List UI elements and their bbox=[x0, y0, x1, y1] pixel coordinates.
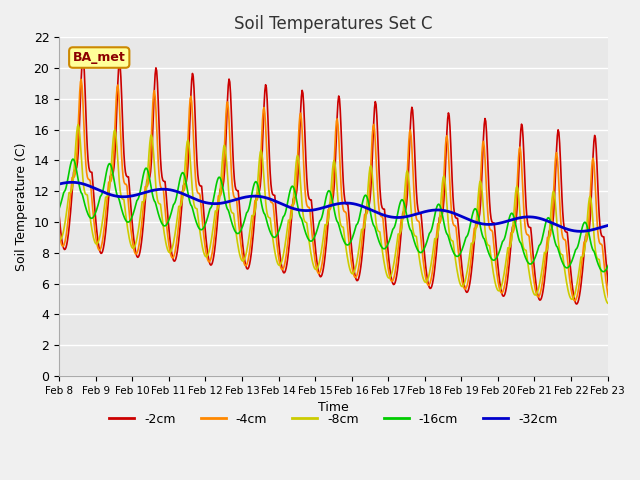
-8cm bbox=[600, 288, 607, 293]
-2cm bbox=[294, 179, 301, 184]
-16cm bbox=[69, 156, 77, 162]
-8cm bbox=[74, 122, 82, 128]
-4cm bbox=[571, 298, 579, 304]
-4cm bbox=[55, 229, 63, 235]
-16cm bbox=[55, 205, 63, 211]
-16cm bbox=[601, 268, 609, 274]
-2cm bbox=[175, 237, 182, 243]
-2cm bbox=[55, 213, 63, 218]
Line: -32cm: -32cm bbox=[59, 182, 609, 231]
-2cm bbox=[573, 301, 580, 307]
-2cm bbox=[533, 287, 541, 292]
-2cm bbox=[601, 241, 609, 247]
-32cm bbox=[601, 224, 609, 229]
-2cm bbox=[605, 283, 612, 288]
-8cm bbox=[533, 291, 541, 297]
Y-axis label: Soil Temperature (C): Soil Temperature (C) bbox=[15, 143, 28, 271]
-8cm bbox=[294, 153, 301, 158]
-8cm bbox=[55, 237, 63, 242]
-8cm bbox=[198, 244, 206, 250]
-32cm bbox=[294, 207, 301, 213]
Line: -8cm: -8cm bbox=[59, 125, 609, 303]
Line: -2cm: -2cm bbox=[59, 57, 609, 304]
Line: -16cm: -16cm bbox=[59, 159, 609, 272]
-32cm bbox=[577, 228, 584, 234]
-4cm bbox=[175, 220, 182, 226]
-32cm bbox=[533, 215, 541, 221]
-16cm bbox=[599, 269, 607, 275]
Legend: -2cm, -4cm, -8cm, -16cm, -32cm: -2cm, -4cm, -8cm, -16cm, -32cm bbox=[104, 408, 563, 431]
-4cm bbox=[294, 154, 301, 160]
-16cm bbox=[175, 182, 182, 188]
-2cm bbox=[79, 54, 86, 60]
Title: Soil Temperatures Set C: Soil Temperatures Set C bbox=[234, 15, 433, 33]
Text: BA_met: BA_met bbox=[73, 51, 125, 64]
-32cm bbox=[605, 222, 612, 228]
-2cm bbox=[472, 220, 479, 226]
-4cm bbox=[605, 294, 612, 300]
-4cm bbox=[601, 266, 609, 272]
-4cm bbox=[198, 218, 206, 224]
-8cm bbox=[472, 225, 479, 230]
-32cm bbox=[472, 219, 479, 225]
-4cm bbox=[472, 225, 479, 231]
-16cm bbox=[605, 262, 612, 268]
-4cm bbox=[533, 292, 541, 298]
-4cm bbox=[77, 76, 85, 82]
-8cm bbox=[605, 300, 612, 306]
-32cm bbox=[198, 199, 206, 204]
Line: -4cm: -4cm bbox=[59, 79, 609, 301]
-16cm bbox=[198, 227, 206, 232]
-32cm bbox=[68, 180, 76, 185]
-32cm bbox=[55, 181, 63, 187]
-16cm bbox=[533, 250, 541, 256]
-2cm bbox=[198, 192, 206, 197]
X-axis label: Time: Time bbox=[318, 401, 349, 414]
-16cm bbox=[294, 203, 301, 208]
-8cm bbox=[175, 204, 182, 209]
-16cm bbox=[472, 206, 479, 212]
-32cm bbox=[175, 189, 182, 195]
